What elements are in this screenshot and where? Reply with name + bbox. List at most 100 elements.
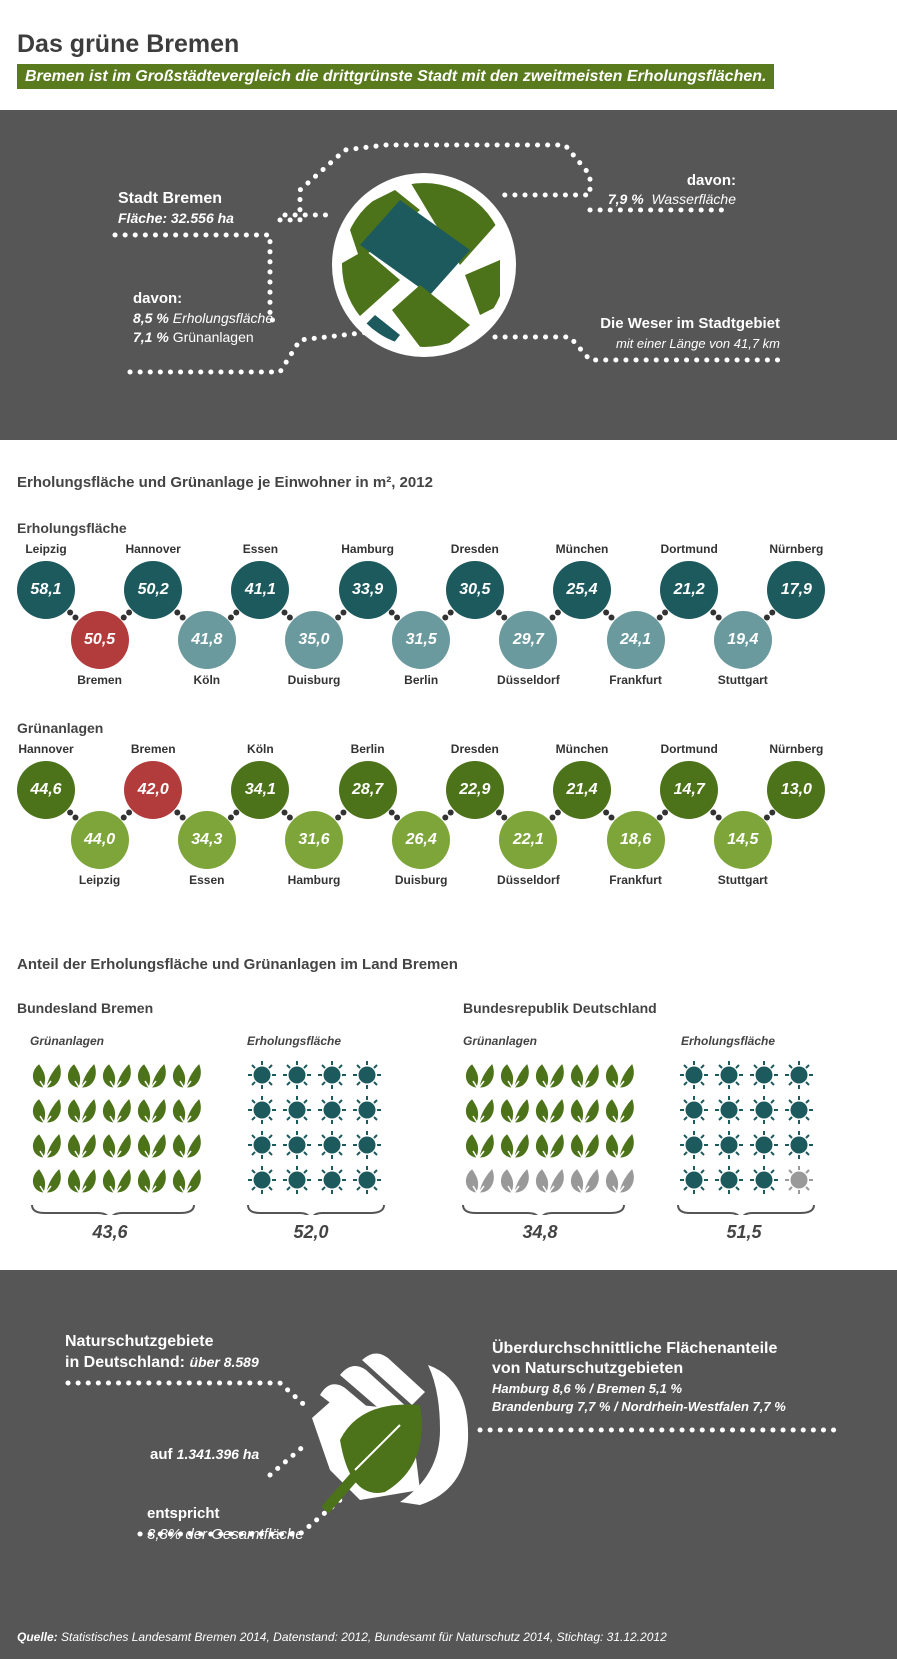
erholung-city-label: Nürnberg [769,542,824,556]
leaf-icon [570,1099,600,1125]
erholung-city-label: Bremen [77,673,122,687]
gruen-city-label: Dresden [450,742,499,756]
gruen-city-label: Düsseldorf [497,873,560,887]
leaf-icon [605,1169,635,1195]
erholung-city-label: Dortmund [660,542,718,556]
erholung-city-label: Köln [193,673,221,687]
erholung-bubble: 30,5 [445,561,504,619]
sun-icon [749,1165,779,1195]
sun-icon [784,1060,814,1090]
page-subtitle: Bremen ist im Großstädtevergleich die dr… [17,64,775,89]
leaf-icon [605,1134,635,1160]
de-gruen-pictogram [465,1064,635,1195]
erholung-bubble: 41,1 [231,561,290,619]
sun-icon [784,1095,814,1125]
flaechenanteile-line-1: Hamburg 8,6 % / Bremen 5,1 % [492,1381,683,1396]
bremen-erholung-value: 52,0 [293,1222,329,1242]
sun-icon [352,1060,382,1090]
gruen-bubble: 34,3 [177,811,236,869]
erholung-bubble-row: 58,1 Leipzig 50,5 Bremen 50,2 Hannover 41,8 Köl… [0,535,897,695]
sun-icon [352,1165,382,1195]
sun-icon [352,1095,382,1125]
sun-icon [784,1165,814,1195]
gruen-city-label: Leipzig [78,873,121,887]
leaf-icon [465,1064,495,1090]
sun-icon [749,1060,779,1090]
deutschland-label: Bundesrepublik Deutschland [463,1000,657,1016]
erholung-row-label: Erholungsfläche [17,520,127,536]
gruen-bubble: 13,0 [767,761,826,819]
sun-icon [714,1130,744,1160]
erholung-bubble: 58,1 [17,561,75,619]
gruen-bubble: 34,1 [231,761,290,819]
entspricht-value: 3,8% der Gesamtfläche [147,1526,304,1543]
sun-icon [749,1130,779,1160]
leaf-icon [67,1064,97,1090]
naturschutz-title-1: Naturschutzgebiete [65,1333,214,1350]
sun-icon [679,1060,709,1090]
leaf-icon [137,1099,167,1125]
stadt-bremen-graphic [112,142,783,375]
leaf-icon [570,1064,600,1090]
bremen-erholung-label: Erholungsfläche [247,1034,342,1048]
sun-icon [317,1095,347,1125]
leaf-icon [570,1169,600,1195]
leaf-icon [137,1134,167,1160]
erholung-city-label: Duisburg [287,673,341,687]
erholung-bubble: 21,2 [660,561,719,619]
erholung-share: 8,5 % Erholungsfläche [133,310,274,326]
gruen-bubble: 44,6 [17,761,75,819]
leaf-icon [465,1099,495,1125]
erholung-connector-dots [61,604,781,626]
leaf-icon [137,1169,167,1195]
erholung-bubble: 17,9 [767,561,826,619]
de-gruen-value: 34,8 [522,1222,558,1242]
leaf-icon [172,1064,202,1090]
stadt-label: Stadt Bremen [118,190,223,207]
gruen-share: 7,1 % Grünanlagen [133,329,254,345]
bracket-braces [31,1204,815,1215]
gruen-city-label: Essen [189,873,225,887]
naturschutz-title-2: in Deutschland: über 8.589 [65,1354,259,1371]
leaf-icon [500,1064,530,1090]
source-note: Quelle: Statistisches Landesamt Bremen 2… [17,1630,667,1644]
gruen-bubble: 31,6 [285,811,343,869]
sun-icon [714,1165,744,1195]
page-title: Das grüne Bremen [17,30,240,58]
erholung-city-label: Hamburg [341,542,394,556]
gruen-bubble: 44,0 [70,811,129,869]
leaf-icon [535,1169,565,1195]
anteil-title: Anteil der Erholungsfläche und Grünanlag… [17,956,458,973]
flaechenanteile-title-1: Überdurchschnittliche Flächenanteile [492,1340,778,1357]
sun-icon [317,1165,347,1195]
erholung-bubble: 29,7 [499,611,558,669]
sun-icon [714,1095,744,1125]
leaf-icon [535,1064,565,1090]
leaf-icon [32,1064,62,1090]
hand-leaf-icon [312,1353,469,1514]
dotted-connectors [112,142,783,375]
gruen-bubble: 22,9 [445,761,504,819]
sun-icon [679,1095,709,1125]
flaechenanteile-title-2: von Naturschutzgebieten [492,1360,684,1377]
leaf-icon [500,1134,530,1160]
de-erholung-pictogram [679,1060,814,1195]
sun-icon [784,1130,814,1160]
gruen-bubble: 26,4 [392,811,451,869]
erholung-bubble: 50,5 [70,611,129,669]
gruen-city-label: Hannover [18,742,74,756]
gruen-city-label: Hamburg [287,873,341,887]
leaf-icon [172,1169,202,1195]
leaf-icon [605,1099,635,1125]
gruen-connector-dots [61,804,781,826]
de-gruen-label: Grünanlagen [463,1034,538,1048]
leaf-icon [32,1134,62,1160]
bremen-gruen-value: 43,6 [92,1222,128,1242]
leaf-icon [500,1099,530,1125]
naturschutz-graphic [65,1353,843,1537]
flaechenanteile-line-2: Brandenburg 7,7 % / Nordrhein-Westfalen … [492,1399,786,1414]
erholung-bubble: 25,4 [553,561,611,619]
sun-icon [317,1060,347,1090]
leaf-icon [102,1169,132,1195]
davon-right-label: davon: [686,172,736,189]
